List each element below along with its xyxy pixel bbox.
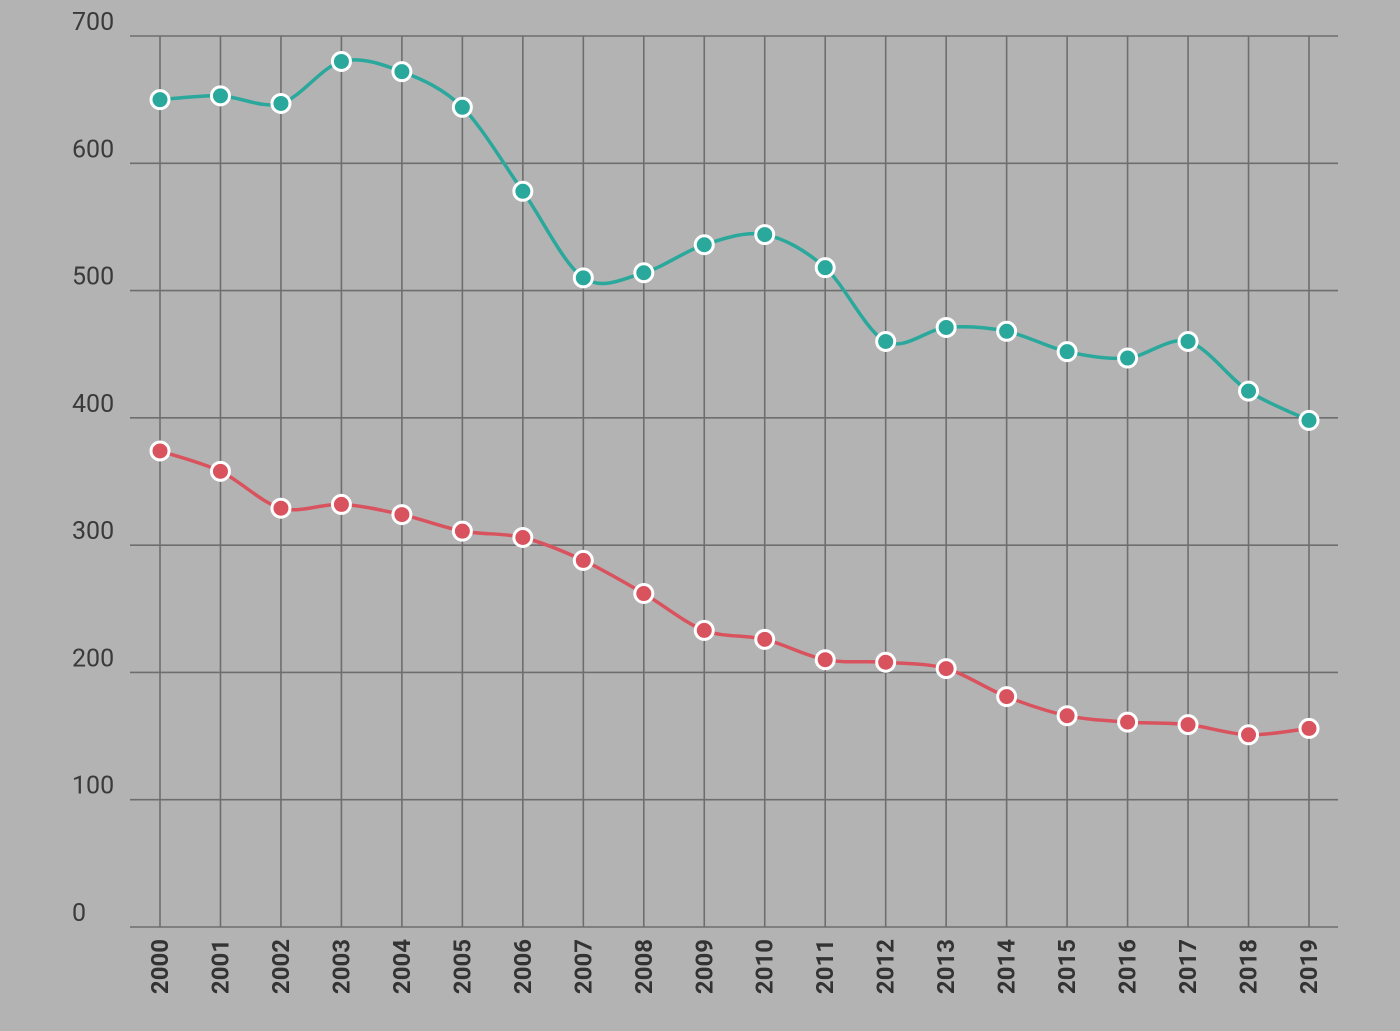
marker <box>1117 347 1139 369</box>
marker <box>451 96 473 118</box>
marker <box>633 262 655 284</box>
marker <box>1238 380 1260 402</box>
x-tick-label: 2003 <box>327 939 355 994</box>
x-tick-label: 2016 <box>1114 939 1142 994</box>
marker <box>572 267 594 289</box>
line <box>159 58 1310 422</box>
marker <box>270 497 292 519</box>
marker <box>935 316 957 338</box>
marker <box>149 440 171 462</box>
marker <box>1177 330 1199 352</box>
y-tick-label: 300 <box>72 517 114 546</box>
marker <box>512 180 534 202</box>
marker <box>1117 711 1139 733</box>
x-tick-label: 2007 <box>569 939 597 994</box>
x-tick-label: 2000 <box>146 939 174 994</box>
x-tick-label: 2005 <box>448 939 476 994</box>
marker <box>572 549 594 571</box>
y-tick-label: 100 <box>72 772 114 801</box>
x-tick-label: 2006 <box>509 939 537 994</box>
y-tick-label: 0 <box>72 899 86 928</box>
marker <box>996 320 1018 342</box>
marker <box>330 493 352 515</box>
x-tick-label: 2019 <box>1295 939 1323 994</box>
line <box>159 449 1310 737</box>
marker <box>875 651 897 673</box>
x-tick-label: 2002 <box>267 939 295 994</box>
y-tick-label: 500 <box>72 263 114 292</box>
x-tick-label: 2008 <box>630 939 658 994</box>
x-tick-label: 2010 <box>751 939 779 994</box>
marker <box>1056 341 1078 363</box>
x-tick-label: 2011 <box>811 939 839 994</box>
marker <box>1298 409 1320 431</box>
marker <box>693 619 715 641</box>
x-tick-label: 2014 <box>993 939 1021 994</box>
marker <box>1056 705 1078 727</box>
x-tick-label: 2017 <box>1174 939 1202 994</box>
marker <box>330 50 352 72</box>
x-tick-label: 2012 <box>872 939 900 994</box>
marker <box>935 658 957 680</box>
marker <box>512 527 534 549</box>
marker <box>391 504 413 526</box>
y-tick-label: 200 <box>72 644 114 673</box>
y-tick-label: 700 <box>72 8 114 37</box>
marker <box>1298 717 1320 739</box>
marker <box>209 85 231 107</box>
marker <box>1238 724 1260 746</box>
marker <box>875 330 897 352</box>
x-tick-label: 2004 <box>388 939 416 994</box>
marker <box>693 234 715 256</box>
marker <box>270 92 292 114</box>
marker <box>451 520 473 542</box>
marker <box>633 583 655 605</box>
x-tick-label: 2009 <box>690 939 718 994</box>
marker <box>391 61 413 83</box>
marker <box>754 628 776 650</box>
marker <box>996 686 1018 708</box>
marker <box>1177 714 1199 736</box>
marker <box>149 89 171 111</box>
x-tick-label: 2018 <box>1235 939 1263 994</box>
y-tick-label: 600 <box>72 135 114 164</box>
x-tick-label: 2001 <box>206 939 234 994</box>
marker <box>754 224 776 246</box>
marker <box>814 257 836 279</box>
x-tick-label: 2013 <box>932 939 960 994</box>
marker <box>209 460 231 482</box>
marker <box>814 649 836 671</box>
y-tick-label: 400 <box>72 390 114 419</box>
x-tick-label: 2015 <box>1053 939 1081 994</box>
